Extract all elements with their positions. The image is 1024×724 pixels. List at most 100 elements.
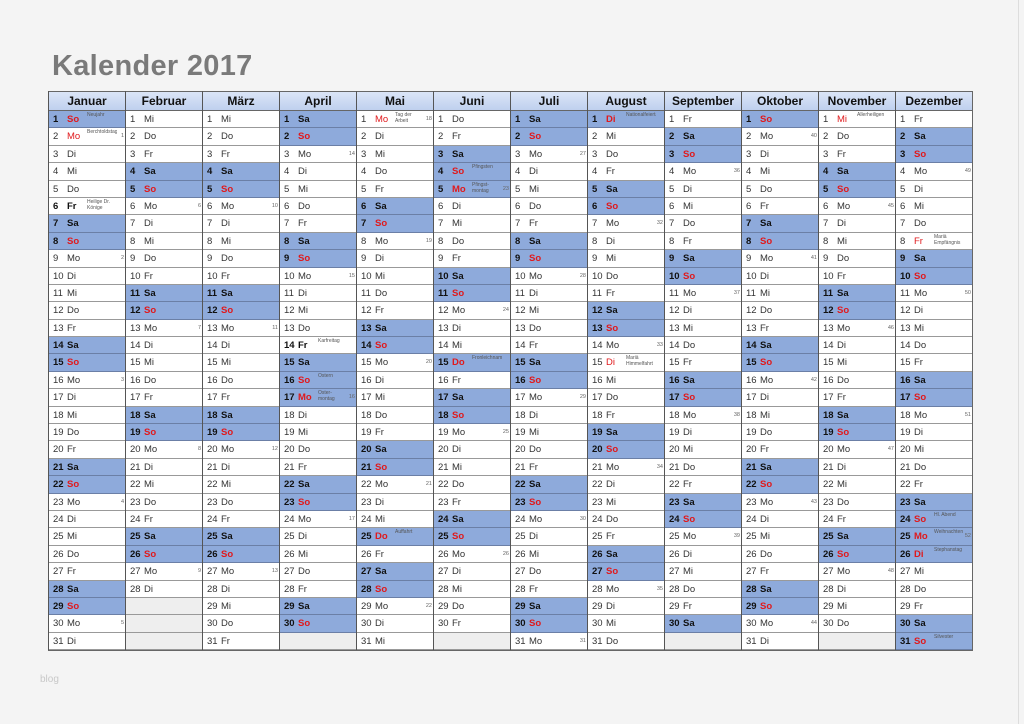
day-number: 22 — [361, 479, 372, 491]
day-cell: 30 Fr — [434, 615, 510, 633]
day-number: 10 — [515, 270, 526, 282]
day-cell: 13 Mi — [665, 319, 741, 338]
day-cell: 20 Mi — [896, 441, 972, 459]
weekday: Fr — [375, 305, 384, 317]
weekday: Sa — [67, 583, 79, 595]
day-number: 13 — [130, 322, 141, 334]
day-number: 24 — [361, 513, 372, 525]
weekday: Do — [452, 357, 465, 369]
weekday: Do — [760, 548, 773, 560]
day-number: 19 — [361, 427, 372, 439]
weekday: Sa — [298, 235, 310, 247]
weekday: Sa — [529, 357, 541, 369]
day-number: 21 — [746, 461, 757, 473]
day-cell: 9 Sa — [896, 250, 972, 268]
weekday: Di — [529, 409, 538, 421]
weekday: Mo — [452, 305, 466, 317]
weekday: Mo — [914, 531, 928, 543]
day-cell: 14 Mo 33 — [588, 337, 664, 355]
day-number: 25 — [823, 531, 834, 543]
weekday: So — [144, 427, 157, 439]
day-cell: 4 Di — [511, 163, 587, 181]
day-number: 29 — [592, 600, 603, 612]
day-number: 3 — [130, 148, 136, 160]
weekday: Do — [683, 583, 696, 595]
day-cell: 11 Di — [280, 284, 356, 303]
weekday: Fr — [221, 270, 230, 282]
weekday: Do — [683, 340, 696, 352]
day-number: 14 — [53, 340, 64, 352]
day-number: 10 — [592, 270, 603, 282]
day-cell: 14 Do — [665, 337, 741, 355]
day-cell: 25 Di — [511, 528, 587, 546]
weekday: Di — [683, 183, 692, 195]
day-cell: 19 Di — [665, 424, 741, 442]
weekday: So — [221, 305, 234, 317]
day-cell: 23 Sa — [896, 493, 972, 511]
day-number: 10 — [361, 270, 372, 282]
day-number: 22 — [823, 479, 834, 491]
day-number: 12 — [284, 305, 295, 317]
day-number: 25 — [900, 531, 911, 543]
weekday: Fr — [683, 114, 692, 125]
day-cell: 21 Do — [665, 458, 741, 477]
day-number: 29 — [361, 600, 372, 612]
day-cell: 13 Mo 11 — [203, 319, 279, 338]
day-cell: 3 Fr — [203, 145, 279, 164]
day-number: 30 — [746, 618, 757, 630]
weekday: Mi — [375, 270, 386, 282]
day-cell: 6 So — [588, 197, 664, 216]
day-cell: 3 Di — [742, 145, 818, 164]
day-cell: 28 Do — [665, 580, 741, 598]
day-cell: 28 Di — [203, 580, 279, 598]
day-cell: 18 Fr — [588, 406, 664, 425]
day-cell: 25 So — [434, 528, 510, 546]
weekday: So — [760, 479, 773, 491]
day-cell: 25 Mo 39 — [665, 528, 741, 546]
day-cell: 5 Fr — [357, 180, 433, 198]
day-cell: 13 Fr — [49, 319, 125, 338]
day-number: 19 — [823, 427, 834, 439]
weekday: Di — [683, 548, 692, 560]
day-number: 23 — [669, 496, 680, 508]
day-cell: 28 Sa — [49, 580, 125, 598]
day-cell: 13 So — [588, 319, 664, 338]
day-cell: 12 Mi — [280, 302, 356, 320]
weekday: So — [683, 513, 696, 525]
weekday: Sa — [221, 409, 233, 421]
day-number: 11 — [900, 287, 910, 299]
day-cell: 16 Fr — [434, 371, 510, 390]
day-number: 16 — [53, 374, 64, 386]
week-number: 17 — [348, 515, 355, 522]
day-number: 7 — [130, 218, 136, 230]
weekday: Fr — [760, 200, 769, 212]
weekday: Mi — [760, 287, 771, 299]
weekday: Mo — [529, 392, 543, 404]
weekday: Sa — [683, 253, 695, 265]
day-cell: 2 Do — [203, 128, 279, 146]
day-number: 15 — [53, 357, 64, 369]
day-number: 9 — [823, 253, 829, 265]
weekday: Sa — [760, 218, 772, 230]
day-number: 2 — [53, 131, 59, 143]
day-cell: 17 Mi — [357, 389, 433, 407]
day-cell: 1 So Neujahr — [49, 111, 125, 129]
day-number: 26 — [515, 548, 526, 560]
weekday: Do — [914, 583, 927, 595]
weekday: Sa — [221, 166, 233, 178]
day-cell: 11 Sa — [126, 284, 202, 303]
weekday: Mi — [837, 600, 848, 612]
day-number: 10 — [284, 270, 295, 282]
weekday: Fr — [914, 600, 923, 612]
weekday: Di — [606, 114, 616, 125]
day-cell: 18 Mi — [49, 406, 125, 425]
day-cell: 22 Fr — [896, 476, 972, 494]
day-number: 6 — [361, 200, 367, 212]
weekday: Do — [606, 270, 619, 282]
day-number: 19 — [284, 427, 295, 439]
day-cell: 12 Mi — [511, 302, 587, 320]
weekday: Mi — [529, 548, 540, 560]
day-cell: 7 Do — [665, 215, 741, 233]
day-number: 27 — [53, 566, 64, 578]
day-number: 1 — [515, 114, 521, 125]
